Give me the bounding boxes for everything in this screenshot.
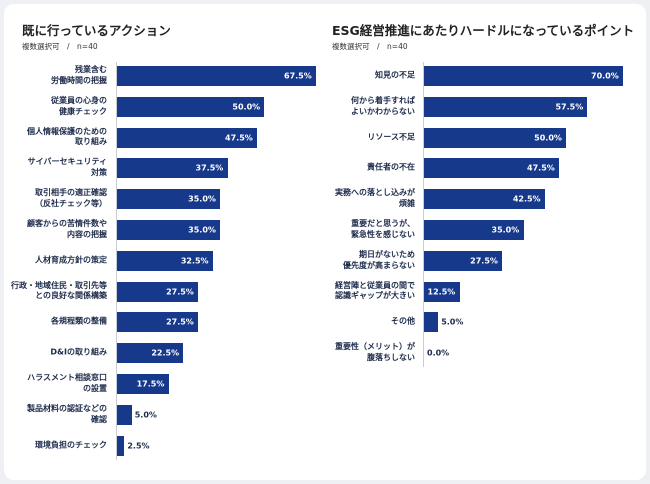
value-label: 22.5%	[151, 348, 180, 358]
value-label: 67.5%	[284, 71, 312, 81]
category-label: 重要性（メリット）が 腹落ちしない	[335, 342, 415, 363]
bar	[117, 158, 228, 179]
value-label: 32.5%	[180, 256, 209, 266]
bar	[424, 66, 623, 86]
value-label: 5.0%	[134, 410, 157, 420]
bar	[424, 189, 545, 210]
chart-subtitle: 複数選択可 / n=40	[22, 42, 98, 51]
bar	[117, 312, 199, 333]
bar	[117, 374, 169, 394]
chart-subtitle: 複数選択可 / n=40	[332, 42, 408, 51]
category-label: 環境負担のチェック	[35, 440, 107, 450]
category-label: 知見の不足	[375, 70, 415, 80]
category-label: 個人情報保護のための 取り組み	[27, 126, 107, 147]
category-label: 取引相手の適正確認 （反社チェック等）	[35, 188, 107, 209]
category-label: 期日がないため 優先度が高まらない	[343, 250, 415, 270]
value-label: 12.5%	[427, 287, 456, 297]
value-label: 57.5%	[555, 102, 584, 112]
value-label: 5.0%	[441, 317, 464, 327]
value-label: 50.0%	[534, 133, 562, 143]
bar	[117, 96, 265, 117]
axis-line	[116, 62, 117, 460]
value-label: 35.0%	[491, 225, 520, 235]
axis-line	[423, 62, 424, 368]
category-label: 責任者の不在	[367, 162, 415, 172]
value-label: 37.5%	[195, 163, 224, 173]
value-label: 17.5%	[136, 379, 165, 389]
bar	[424, 96, 588, 117]
value-label: 70.0%	[591, 71, 619, 81]
category-label: 残業含む 労働時間の把握	[51, 65, 107, 85]
chart-title: ESG経営推進にあたりハードルになっているポイント	[332, 23, 635, 38]
category-label: ハラスメント相談窓口 の設置	[27, 373, 107, 393]
category-label: 従業員の心身の 健康チェック	[51, 96, 107, 116]
bar	[424, 158, 560, 179]
bar	[117, 127, 258, 148]
category-label: 実務への落とし込みが 煩雑	[335, 188, 415, 209]
value-label: 47.5%	[527, 163, 555, 173]
bar	[117, 66, 316, 86]
category-label: リソース不足	[367, 132, 415, 142]
category-label: 重要だと思うが、 緊急性を感じない	[351, 219, 415, 239]
value-label: 27.5%	[166, 287, 194, 297]
category-label: 各規程類の整備	[51, 316, 107, 326]
category-label: D&Iの取り組み	[50, 347, 107, 357]
value-label: 42.5%	[512, 194, 541, 204]
value-label: 35.0%	[188, 194, 216, 204]
chart: ESG経営推進にあたりハードルになっているポイント複数選択可 / n=40 知見の…	[314, 4, 644, 480]
category-label: 行政・地域住民・取引先等 との良好な関係構築	[11, 280, 107, 301]
category-label: サイバーセキュリティ 対策	[27, 157, 107, 178]
bar	[117, 281, 199, 302]
bar	[117, 220, 221, 240]
chart-title: 既に行っているアクション	[22, 23, 171, 38]
bar	[117, 343, 184, 364]
value-label: 35.0%	[188, 225, 216, 235]
value-label: 2.5%	[127, 441, 150, 451]
value-label: 27.5%	[470, 256, 498, 266]
category-label: 顧客からの苦情件数や 内容の把握	[27, 219, 107, 239]
category-label: 人材育成方針の策定	[35, 255, 107, 265]
bar	[117, 435, 125, 456]
bar	[117, 404, 132, 425]
bar	[117, 250, 213, 271]
bar	[424, 250, 503, 271]
category-label: 製品材料の認証などの 確認	[27, 404, 107, 424]
card: 既に行っているアクション複数選択可 / n=40 残業含む 労働時間の把握 67.5…	[4, 4, 646, 480]
bar	[424, 312, 439, 333]
value-label: 47.5%	[225, 133, 253, 143]
bar	[424, 281, 460, 302]
bar	[424, 127, 567, 148]
category-label: 経営陣と従業員の間で 認識ギャップが大きい	[335, 280, 415, 301]
category-label: その他	[391, 316, 415, 326]
value-label: 0.0%	[427, 348, 450, 358]
value-label: 50.0%	[232, 102, 261, 112]
category-label: 何から着手すれば よいかわからない	[351, 96, 415, 116]
value-label: 27.5%	[166, 317, 194, 327]
bar	[117, 189, 221, 210]
bar	[424, 220, 524, 240]
chart: 既に行っているアクション複数選択可 / n=40 残業含む 労働時間の把握 67.5…	[4, 4, 334, 480]
